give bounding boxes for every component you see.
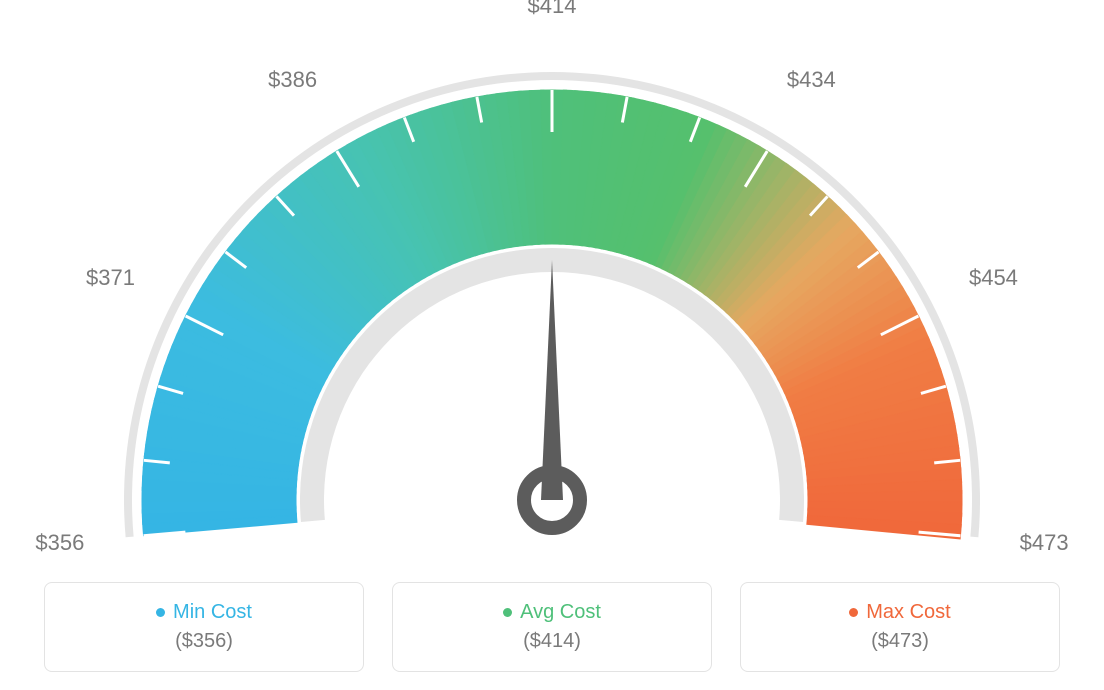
dot-icon bbox=[849, 608, 858, 617]
gauge-tick-label: $386 bbox=[268, 67, 317, 93]
legend-label-max: Max Cost bbox=[866, 601, 950, 624]
legend-card-min: Min Cost ($356) bbox=[44, 582, 364, 672]
gauge-tick-label: $454 bbox=[969, 265, 1018, 291]
gauge-svg bbox=[0, 0, 1104, 560]
gauge-tick-label: $434 bbox=[787, 67, 836, 93]
legend-card-max: Max Cost ($473) bbox=[740, 582, 1060, 672]
gauge-tick-label: $473 bbox=[1020, 530, 1069, 556]
legend-value-max: ($473) bbox=[871, 630, 929, 653]
legend-row: Min Cost ($356) Avg Cost ($414) Max Cost… bbox=[0, 582, 1104, 690]
legend-label-avg: Avg Cost bbox=[520, 601, 601, 624]
dot-icon bbox=[156, 608, 165, 617]
legend-title-min: Min Cost bbox=[156, 601, 252, 624]
legend-title-max: Max Cost bbox=[849, 601, 950, 624]
gauge-tick-label: $356 bbox=[35, 530, 84, 556]
gauge: $356 $371 $386 $414 $434 $454 $473 bbox=[0, 0, 1104, 560]
legend-value-avg: ($414) bbox=[523, 630, 581, 653]
legend-label-min: Min Cost bbox=[173, 601, 252, 624]
legend-title-avg: Avg Cost bbox=[503, 601, 601, 624]
cost-gauge-container: $356 $371 $386 $414 $434 $454 $473 Min Cost ($… bbox=[0, 0, 1104, 690]
dot-icon bbox=[503, 608, 512, 617]
gauge-tick-label: $371 bbox=[86, 265, 135, 291]
gauge-tick-label: $414 bbox=[528, 0, 577, 19]
legend-value-min: ($356) bbox=[175, 630, 233, 653]
legend-card-avg: Avg Cost ($414) bbox=[392, 582, 712, 672]
